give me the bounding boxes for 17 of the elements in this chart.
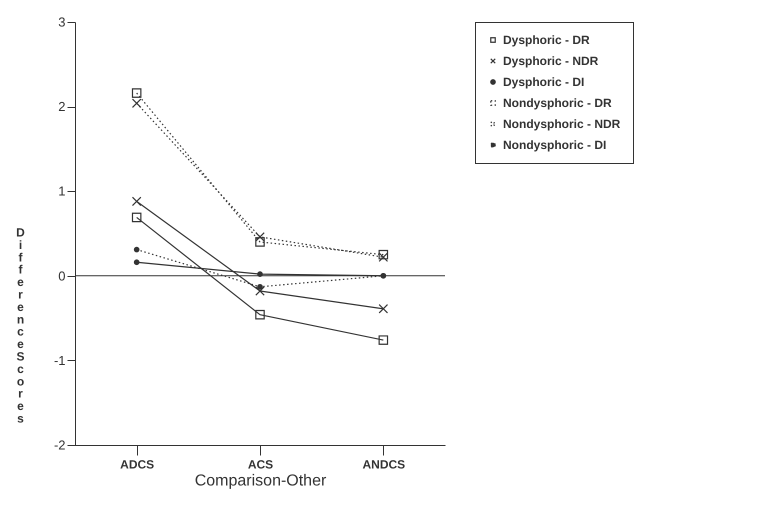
- legend-label: Dysphoric - DR: [503, 33, 590, 47]
- y-tick-label: 1: [58, 184, 66, 199]
- y-tick-label: 2: [58, 99, 66, 114]
- legend-label: Dysphoric - DI: [503, 75, 584, 89]
- y-tick-label: -1: [54, 352, 66, 368]
- legend-label: Nondysphoric - NDR: [503, 117, 621, 131]
- y-tick-label: 0: [58, 268, 66, 284]
- text: Difference Scores: [16, 226, 25, 426]
- legend-label: Nondysphoric - DR: [503, 96, 612, 110]
- x-axis-title: Comparison-Other: [194, 472, 327, 490]
- y-tick-label: 3: [58, 14, 66, 30]
- x-tick-label: ADCS: [120, 458, 154, 472]
- x-tick-label: ANDCS: [362, 458, 406, 472]
- legend-label: Dysphoric - NDR: [503, 54, 599, 68]
- x-tick-label: ACS: [248, 458, 274, 472]
- y-tick-label: -2: [54, 438, 66, 452]
- legend-label: Nondysphoric - DI: [503, 138, 606, 152]
